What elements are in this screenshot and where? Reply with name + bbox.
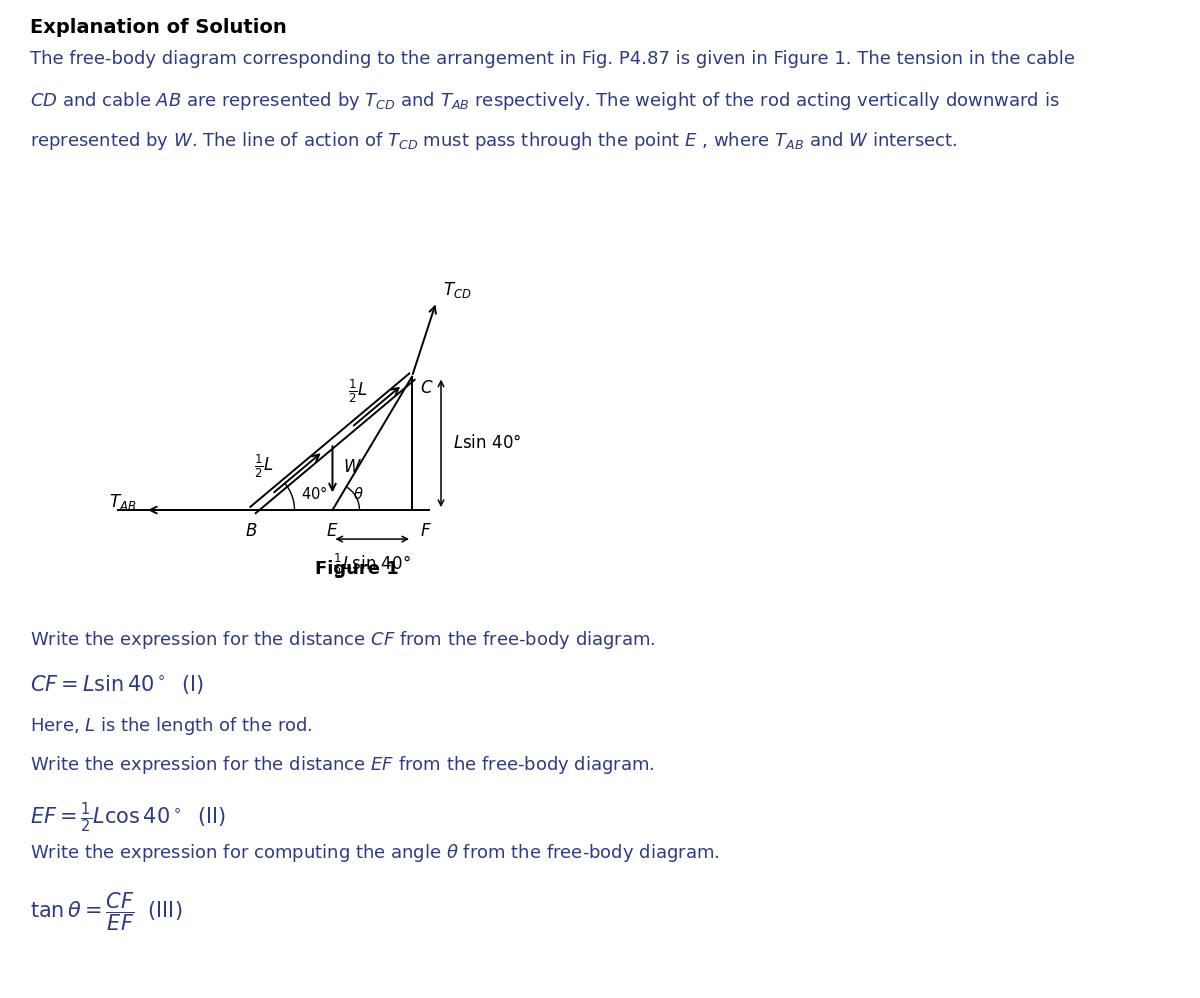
- Text: Here, $L$ is the length of the rod.: Here, $L$ is the length of the rod.: [30, 715, 313, 737]
- Text: $W$: $W$: [343, 458, 362, 476]
- Text: Write the expression for the distance $CF$ from the free-body diagram.: Write the expression for the distance $C…: [30, 629, 655, 651]
- Text: represented by $W$. The line of action of $T_{CD}$ must pass through the point $: represented by $W$. The line of action o…: [30, 130, 958, 152]
- Text: $CD$ and cable $AB$ are represented by $T_{CD}$ and $T_{AB}$ respectively. The w: $CD$ and cable $AB$ are represented by $…: [30, 90, 1060, 112]
- Text: Write the expression for computing the angle $\theta$ from the free-body diagram: Write the expression for computing the a…: [30, 842, 719, 864]
- Text: $E$: $E$: [326, 523, 338, 541]
- Text: Figure 1: Figure 1: [316, 560, 400, 578]
- Text: $40°$: $40°$: [301, 485, 328, 502]
- Text: The free-body diagram corresponding to the arrangement in Fig. P4.87 is given in: The free-body diagram corresponding to t…: [30, 50, 1075, 68]
- Text: $B$: $B$: [245, 523, 257, 541]
- Text: $C$: $C$: [420, 378, 433, 397]
- Text: $\frac{1}{2}L$: $\frac{1}{2}L$: [254, 453, 274, 480]
- Text: $F$: $F$: [420, 523, 432, 541]
- Text: $L\sin\,40°$: $L\sin\,40°$: [454, 434, 522, 452]
- Text: Write the expression for the distance $EF$ from the free-body diagram.: Write the expression for the distance $E…: [30, 754, 654, 776]
- Text: $\frac{1}{2}L\sin\,40°$: $\frac{1}{2}L\sin\,40°$: [334, 552, 412, 579]
- Text: $\tan\theta = \dfrac{CF}{EF}\;$ (III): $\tan\theta = \dfrac{CF}{EF}\;$ (III): [30, 890, 182, 933]
- Text: $\frac{1}{2}L$: $\frac{1}{2}L$: [348, 377, 367, 405]
- Text: Explanation of Solution: Explanation of Solution: [30, 18, 287, 37]
- Text: $T_{AB}$: $T_{AB}$: [109, 492, 137, 512]
- Text: $CF = L\sin 40^\circ\;$ (I): $CF = L\sin 40^\circ\;$ (I): [30, 673, 204, 696]
- Text: $T_{CD}$: $T_{CD}$: [443, 279, 472, 299]
- Text: $EF = \frac{1}{2}L\cos 40^\circ\;$ (II): $EF = \frac{1}{2}L\cos 40^\circ\;$ (II): [30, 800, 226, 835]
- Text: $\theta$: $\theta$: [353, 486, 364, 502]
